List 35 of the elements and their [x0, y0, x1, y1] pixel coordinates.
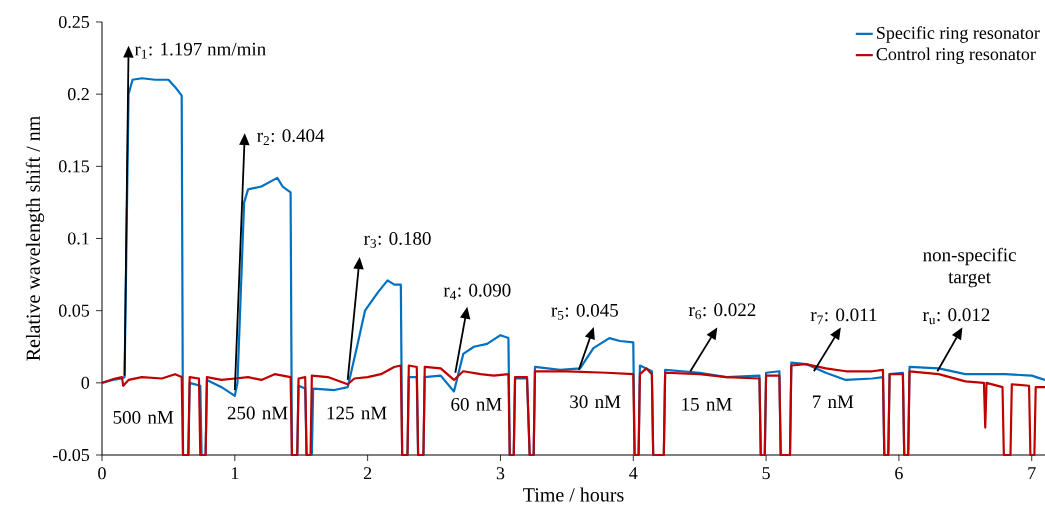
- annotation: r$_{3}$: 0.180: [363, 232, 431, 248]
- annotation: r$_{u}$: 0.012: [922, 308, 990, 325]
- y-tick-label: 0.15: [58, 160, 90, 173]
- annotation: r$_{2}$: 0.404: [257, 129, 325, 145]
- y-tick-label: 0: [81, 376, 90, 389]
- legend-label: Control ring resonator: [876, 47, 1036, 64]
- y-tick-label: 0.2: [67, 88, 89, 101]
- x-axis-title: Time / hours: [523, 487, 624, 502]
- annotation: 7 nM: [812, 395, 854, 408]
- y-tick-label: 0.05: [58, 304, 90, 317]
- y-tick-label: 0.25: [58, 15, 90, 29]
- y-tick-label: 0.1: [67, 232, 89, 245]
- annotation: r$_{5}$: 0.045: [551, 303, 618, 320]
- annotation: r$_{1}$: 1.197 nm/min: [134, 42, 266, 59]
- annotation: 500 nM: [113, 410, 174, 424]
- x-tick-label: 2: [363, 467, 372, 480]
- annotation: r$_{4}$: 0.090: [443, 283, 511, 300]
- annotation: 30 nM: [570, 395, 621, 409]
- annotation: non-specific target: [923, 247, 1016, 288]
- y-axis-title: Relative wavelength shift / nm: [25, 116, 45, 361]
- x-tick-label: 7: [1028, 467, 1036, 479]
- x-tick-label: 0: [98, 467, 106, 480]
- annotation: r$_{7}$: 0.011: [810, 308, 877, 325]
- x-tick-label: 6: [895, 467, 903, 480]
- annotation: 15 nM: [682, 397, 732, 411]
- annotation: 60 nM: [451, 397, 502, 411]
- y-tick-label: -0.05: [52, 448, 90, 462]
- x-tick-label: 4: [629, 467, 638, 480]
- annotation: r$_{6}$: 0.022: [688, 303, 756, 320]
- x-tick-label: 1: [231, 467, 239, 480]
- x-tick-label: 5: [762, 467, 770, 480]
- annotation: 125 nM: [327, 406, 387, 420]
- legend-label: Specific ring resonator: [877, 26, 1040, 43]
- annotation: 250 nM: [227, 406, 288, 420]
- x-tick-label: 3: [496, 467, 505, 480]
